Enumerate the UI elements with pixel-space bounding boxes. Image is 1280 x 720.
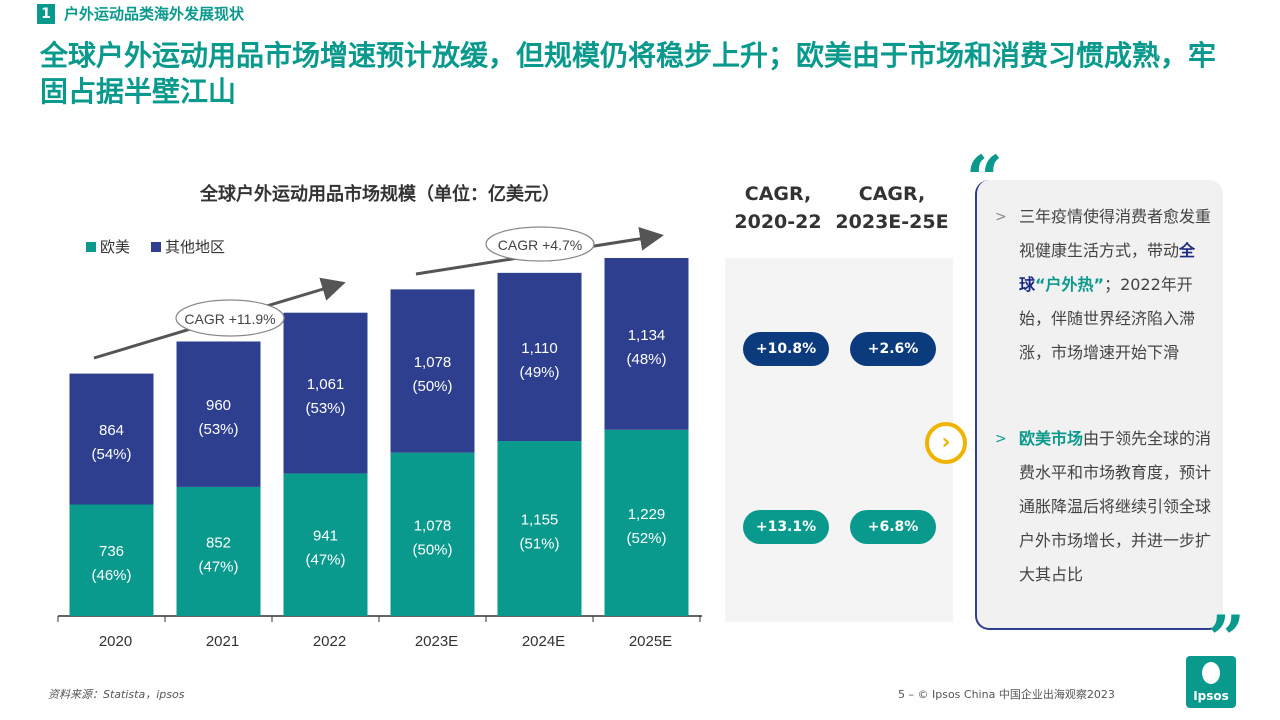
data-label-euam: 1,155 xyxy=(521,512,559,529)
share-label-other: (53%) xyxy=(198,421,238,438)
page-footer: 5 – © Ipsos China 中国企业出海观察2023 xyxy=(898,688,1115,701)
bullet-marker-icon: > xyxy=(995,209,1007,225)
data-label-euam: 852 xyxy=(206,534,231,551)
bar-other xyxy=(604,258,689,430)
bar-euam xyxy=(69,504,154,616)
cagr-header-2023-25: CAGR, 2023E-25E xyxy=(835,183,949,233)
bar-euam xyxy=(604,429,689,616)
share-label-euam: (47%) xyxy=(198,558,238,575)
cagr-annotation-2020-22: CAGR +11.9% xyxy=(184,311,275,327)
data-label-euam: 1,078 xyxy=(414,517,452,534)
insight-bullet-2: > 欧美市场由于领先全球的消费水平和市场教育度，预计通胀降温后将继续引领全球户外… xyxy=(995,422,1215,592)
x-tick-label: 2020 xyxy=(99,633,132,650)
insight-1-highlight-global: 全球 xyxy=(1019,241,1196,294)
bar-euam xyxy=(283,473,368,616)
insight-2-text: 由于领先全球的消费水平和市场教育度，预计通胀降温后将继续引领全球户外市场增长，并… xyxy=(1019,429,1212,584)
insight-bullet-1: > 三年疫情使得消费者愈发重视健康生活方式，带动全球“户外热”；2022年开始，… xyxy=(995,200,1215,370)
data-label-euam: 1,229 xyxy=(628,506,666,523)
share-label-other: (54%) xyxy=(91,446,131,463)
bar-other xyxy=(390,289,475,453)
share-label-euam: (52%) xyxy=(626,530,666,547)
data-label-other: 864 xyxy=(99,422,124,439)
data-label-euam: 736 xyxy=(99,543,124,560)
x-tick-label: 2025E xyxy=(629,633,672,650)
share-label-other: (53%) xyxy=(305,400,345,417)
data-label-other: 960 xyxy=(206,397,231,414)
legend-label-other: 其他地区 xyxy=(165,238,225,256)
cagr-annotation-2023-25: CAGR +4.7% xyxy=(498,237,582,253)
section-title: 户外运动品类海外发展现状 xyxy=(64,5,245,23)
insight-1-highlight-outdoor: “户外热” xyxy=(1035,275,1105,294)
cagr-header-2020-22: CAGR, 2020-22 xyxy=(734,183,822,233)
share-label-euam: (50%) xyxy=(412,541,452,558)
legend-swatch-other xyxy=(151,242,161,252)
stacked-bar-chart: 736 (46%) 864 (54%) 2020 852 (47%) 960 (53%) 2021… xyxy=(57,226,702,650)
ipsos-logo: Ipsos xyxy=(1186,656,1236,708)
bar-other xyxy=(497,272,582,442)
share-label-other: (48%) xyxy=(626,351,666,368)
insight-card: > 三年疫情使得消费者愈发重视健康生活方式，带动全球“户外热”；2022年开始，… xyxy=(975,180,1223,630)
data-label-other: 1,061 xyxy=(307,376,345,393)
page-headline: 全球户外运动用品市场增速预计放缓，但规模仍将稳步上升；欧美由于市场和消费习惯成熟… xyxy=(40,39,1217,108)
cagr-oval-2023-25 xyxy=(485,226,595,262)
insight-1-text-end: ；2022年开始，伴随世界经济陷入滞涨，市场增速开始下滑 xyxy=(1019,275,1196,362)
logo-mark-icon xyxy=(1202,662,1220,684)
share-label-euam: (47%) xyxy=(305,552,345,569)
insight-1-text: 三年疫情使得消费者愈发重视健康生活方式，带动 xyxy=(1019,207,1212,260)
next-arrow-icon: › xyxy=(925,422,967,464)
data-label-other: 1,078 xyxy=(414,354,452,371)
cagr-panel xyxy=(725,258,953,622)
x-tick-label: 2022 xyxy=(313,633,346,650)
bullet-marker-icon: > xyxy=(995,431,1007,447)
share-label-other: (50%) xyxy=(412,378,452,395)
bar-euam xyxy=(176,486,261,616)
bar-euam xyxy=(497,441,582,616)
cagr-euam-2020-22-badge: +13.1% xyxy=(743,510,829,544)
x-tick-label: 2024E xyxy=(522,633,565,650)
bar-other xyxy=(283,312,368,474)
x-tick-label: 2023E xyxy=(415,633,458,650)
bar-euam xyxy=(390,452,475,616)
cagr-euam-2023-25-badge: +6.8% xyxy=(850,510,936,544)
legend-label-euam: 欧美 xyxy=(100,238,130,256)
bar-other xyxy=(69,373,154,505)
insight-2-highlight: 欧美市场 xyxy=(1019,429,1084,448)
share-label-euam: (51%) xyxy=(519,536,559,553)
x-tick-label: 2021 xyxy=(206,633,239,650)
cagr-other-2023-25-badge: +2.6% xyxy=(850,332,936,366)
section-number: 1 xyxy=(37,4,55,24)
bar-other xyxy=(176,341,261,487)
logo-text: Ipsos xyxy=(1193,689,1229,703)
cagr-oval-2020-22 xyxy=(175,299,285,337)
legend-swatch-euam xyxy=(86,242,96,252)
data-label-other: 1,110 xyxy=(521,340,557,357)
share-label-other: (49%) xyxy=(519,364,559,381)
share-label-euam: (46%) xyxy=(91,567,131,584)
source-note: 资料来源：Statista，ipsos xyxy=(48,688,185,701)
data-label-euam: 941 xyxy=(313,528,338,545)
cagr-other-2020-22-badge: +10.8% xyxy=(743,332,829,366)
chart-title: 全球户外运动用品市场规模（单位：亿美元） xyxy=(200,184,560,205)
open-quote-icon: “ xyxy=(966,142,1003,217)
data-label-other: 1,134 xyxy=(628,327,666,344)
